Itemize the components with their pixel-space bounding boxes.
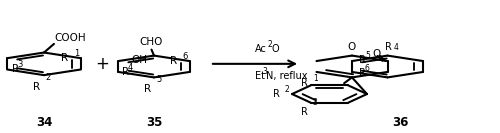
Text: O: O — [372, 49, 380, 59]
Text: 6: 6 — [365, 64, 370, 73]
Text: N, reflux: N, reflux — [266, 71, 307, 81]
Text: 1: 1 — [312, 74, 318, 83]
Text: R: R — [302, 107, 308, 117]
Text: 2: 2 — [285, 85, 290, 94]
Text: OH: OH — [131, 55, 147, 65]
Text: O: O — [348, 42, 356, 52]
Text: 36: 36 — [392, 116, 408, 129]
Text: 5: 5 — [365, 51, 370, 60]
Text: 2: 2 — [45, 73, 50, 82]
Text: R: R — [12, 65, 20, 74]
Text: O: O — [271, 43, 278, 54]
Text: 3: 3 — [312, 98, 318, 107]
Text: 2: 2 — [268, 40, 272, 49]
Text: 4: 4 — [128, 63, 133, 72]
Text: R: R — [272, 89, 280, 99]
Text: R: R — [33, 82, 40, 92]
Text: COOH: COOH — [54, 33, 86, 43]
Text: +: + — [96, 55, 110, 73]
Text: R: R — [61, 53, 68, 63]
Text: CHO: CHO — [140, 37, 163, 47]
Text: R: R — [360, 68, 366, 78]
Text: 35: 35 — [146, 116, 162, 129]
Text: 6: 6 — [182, 52, 188, 61]
Text: 34: 34 — [36, 116, 52, 129]
Text: R: R — [170, 56, 177, 66]
Text: 5: 5 — [156, 75, 162, 84]
Text: 3: 3 — [262, 67, 267, 76]
Text: 1: 1 — [74, 49, 79, 58]
Text: R: R — [144, 84, 152, 94]
Text: R: R — [385, 42, 392, 52]
Text: Ac: Ac — [255, 43, 267, 54]
Text: Et: Et — [255, 71, 265, 81]
Text: 4: 4 — [394, 43, 399, 52]
Text: R: R — [360, 55, 366, 65]
Text: R: R — [122, 67, 130, 77]
Text: R: R — [302, 78, 308, 88]
Text: 3: 3 — [18, 61, 23, 69]
